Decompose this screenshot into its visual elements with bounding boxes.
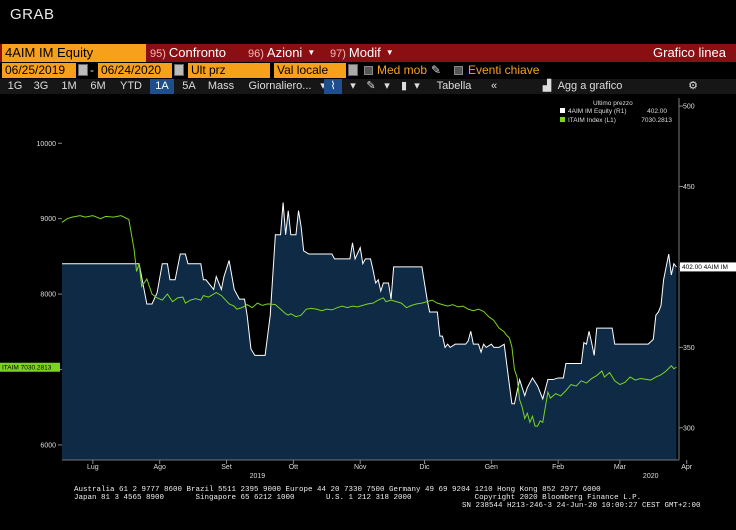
frequency-select[interactable]: Giornaliero... <box>248 80 312 92</box>
pencil-icon[interactable]: ✎ <box>366 80 376 92</box>
legend-swatch-equity <box>560 108 565 113</box>
period-toolbar: 1G 3G 1M 6M YTD 1A 5A Mass Giornaliero..… <box>0 79 736 94</box>
add-to-chart-button[interactable]: Agg a grafico <box>557 80 623 92</box>
actions-menu-number: 96) <box>248 48 264 60</box>
left-tick-label: 9000 <box>40 216 56 223</box>
year-label: 2019 <box>250 473 266 480</box>
chevron-down-icon[interactable]: ▾ <box>320 80 326 92</box>
x-tick-label: Feb <box>552 464 564 471</box>
x-tick-label: Dic <box>419 464 430 471</box>
chevron-down-icon[interactable]: ▾ <box>414 80 420 92</box>
equity-series-line <box>62 202 677 405</box>
gear-icon[interactable]: ⚙ <box>688 80 698 92</box>
key-events-checkbox[interactable] <box>454 66 463 75</box>
footer-line-1: Australia 61 2 9777 8600 Brazil 5511 239… <box>74 486 601 494</box>
x-tick-label: Lug <box>87 464 99 471</box>
left-tick-label: 8000 <box>40 292 56 299</box>
compare-menu[interactable]: 95) Confronto <box>150 44 226 62</box>
table-button[interactable]: Tabella <box>436 80 472 92</box>
legend-equity-value: 402.00 <box>647 108 667 115</box>
legend-equity-name: 4AIM IM Equity (R1) <box>568 108 627 115</box>
right-tick-label: 500 <box>683 104 695 111</box>
right-tick-label: 450 <box>683 184 695 191</box>
right-value-flag: 402.00 4AIM IM <box>680 262 736 272</box>
x-tick-label: Ott <box>289 464 298 471</box>
x-axis: LugAgoSetOttNovDicGenFebMarAprMagGiu2019… <box>87 460 693 480</box>
modify-menu[interactable]: 97) Modif ▼ <box>330 44 394 62</box>
x-tick-label: Set <box>221 464 232 471</box>
bar-chart-icon[interactable]: ▮ <box>400 80 408 92</box>
legend-swatch-index <box>560 117 565 122</box>
price-field-select[interactable]: Ult prz <box>188 63 270 78</box>
period-5a-button[interactable]: 5A <box>182 80 196 92</box>
chart-type-label: Grafico linea <box>653 45 726 60</box>
year-label: 2020 <box>643 473 659 480</box>
right-tick-label: 300 <box>683 425 695 432</box>
chevron-down-icon: ▼ <box>385 48 394 57</box>
start-date-field[interactable]: 06/25/2019 <box>2 63 76 78</box>
modify-menu-label: Modif <box>348 45 381 60</box>
period-3g-button[interactable]: 3G <box>33 80 49 92</box>
dropdown-icon[interactable] <box>348 64 358 76</box>
moving-average-label: Med mob <box>377 63 428 77</box>
currency-select[interactable]: Val locale <box>274 63 346 78</box>
actions-menu[interactable]: 96) Azioni ▼ <box>248 44 315 62</box>
compare-menu-number: 95) <box>150 48 166 60</box>
key-events-label: Eventi chiave <box>468 63 540 77</box>
x-tick-label: Nov <box>354 464 367 471</box>
left-flag-label: ITAIM 7030.2813 <box>2 365 52 372</box>
date-separator: - <box>90 63 94 77</box>
collapse-icon[interactable]: « <box>490 80 498 92</box>
security-field[interactable]: 4AIM IM Equity <box>2 44 146 62</box>
legend: Ultimo prezzo 4AIM IM Equity (R1) 402.00… <box>556 98 674 126</box>
pencil-icon[interactable]: ✎ <box>431 63 442 77</box>
period-6m-button[interactable]: 6M <box>90 80 106 92</box>
right-tick-label: 350 <box>683 345 695 352</box>
footer-line-3: SN 238544 H213-246-3 24-Jun-20 10:00:27 … <box>462 502 701 510</box>
left-tick-label: 6000 <box>40 442 56 449</box>
line-chart-icon[interactable]: ⌇ <box>324 79 342 94</box>
legend-index-value: 7030.2813 <box>641 117 672 124</box>
period-1g-button[interactable]: 1G <box>7 80 23 92</box>
window-title: GRAB <box>10 6 55 23</box>
calendar-icon[interactable] <box>174 64 184 76</box>
command-bar: 4AIM IM Equity 95) Confronto 96) Azioni ▼ 9… <box>0 44 736 62</box>
period-1a-button[interactable]: 1A <box>150 79 174 94</box>
calendar-icon[interactable] <box>78 64 88 76</box>
chevron-down-icon: ▼ <box>307 48 316 57</box>
left-tick-label: 10000 <box>37 141 57 148</box>
legend-index-name: ITAIM Index (L1) <box>568 117 616 124</box>
actions-menu-label: Azioni <box>266 45 303 60</box>
moving-average-checkbox[interactable] <box>364 66 373 75</box>
x-tick-label: Gen <box>485 464 498 471</box>
legend-title: Ultimo prezzo <box>593 100 633 107</box>
period-ytd-button[interactable]: YTD <box>120 80 142 92</box>
x-tick-label: Ago <box>153 464 166 471</box>
end-date-field[interactable]: 06/24/2020 <box>98 63 172 78</box>
period-1m-button[interactable]: 1M <box>61 80 77 92</box>
left-axis: 6000 8000 9000 10000 <box>37 141 62 449</box>
equity-area-fill <box>62 202 677 461</box>
left-value-flag: ITAIM 7030.2813 <box>0 362 60 372</box>
modify-menu-number: 97) <box>330 48 346 60</box>
compare-menu-label: Confronto <box>168 45 226 60</box>
index-series-line <box>61 215 677 427</box>
chevron-down-icon[interactable]: ▾ <box>384 80 390 92</box>
period-max-button[interactable]: Mass <box>207 80 235 92</box>
settings-row: 06/25/2019 - 06/24/2020 Ult prz Val loca… <box>0 63 736 79</box>
x-tick-label: Apr <box>681 464 693 471</box>
x-tick-label: Mar <box>614 464 627 471</box>
add-icon[interactable]: ▟ <box>542 80 552 92</box>
right-flag-label: 402.00 4AIM IM <box>682 264 728 271</box>
chevron-down-icon[interactable]: ▾ <box>350 80 356 92</box>
footer-line-2: Japan 81 3 4565 8900 Singapore 65 6212 1… <box>74 494 642 502</box>
